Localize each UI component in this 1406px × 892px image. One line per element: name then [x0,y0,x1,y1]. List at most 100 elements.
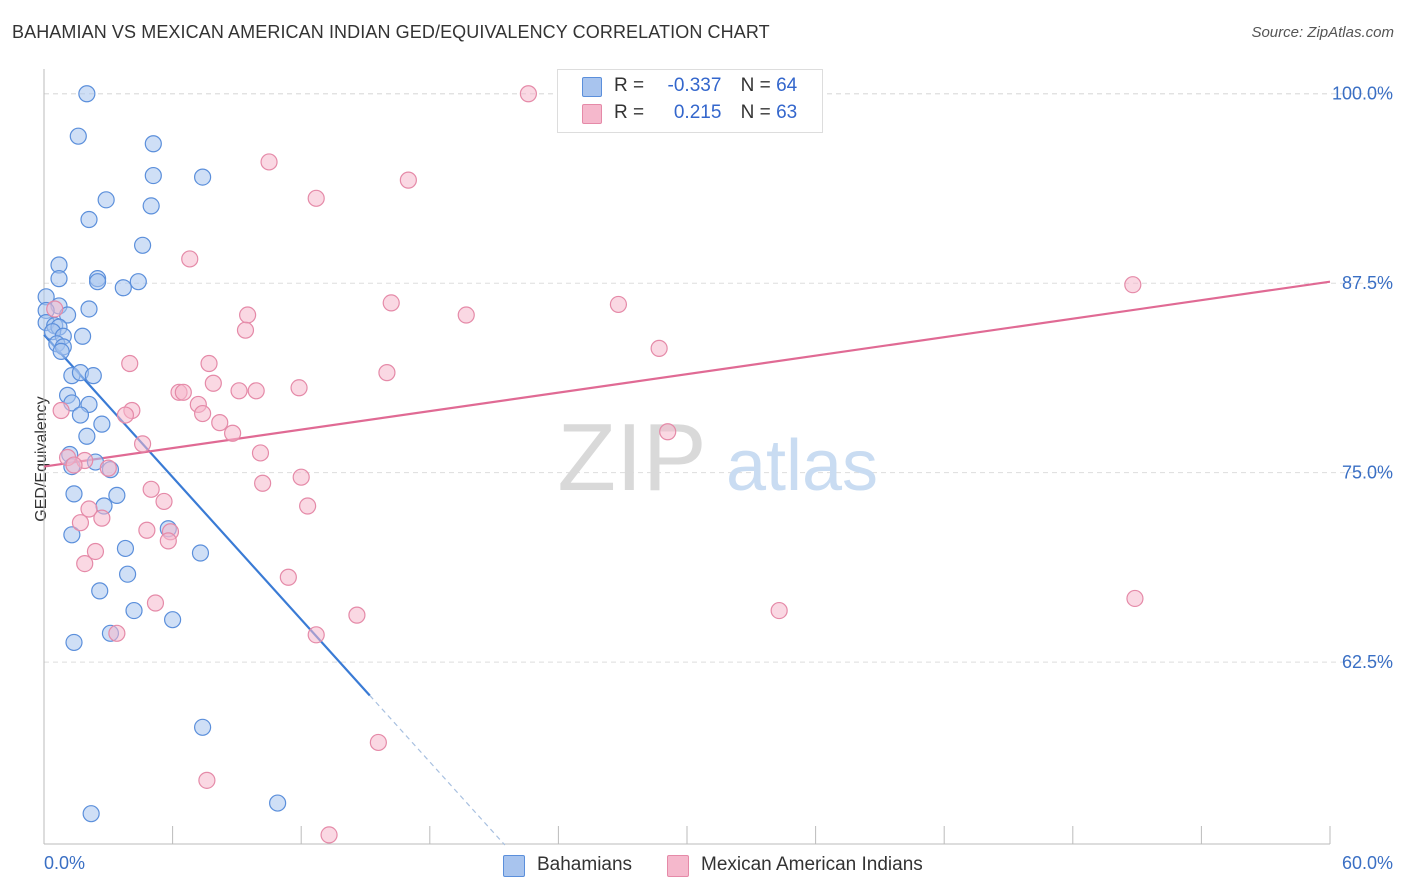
bahamians-point [50,270,68,288]
legend-swatch-pink [582,104,602,124]
watermark: ZIP atlas [557,404,878,511]
y-tick-label: 62.5% [1342,652,1393,672]
y-tick-label: 100.0% [1332,84,1393,104]
bahamians-point [142,197,160,215]
mexican-american-indians-point [609,295,628,314]
watermark-zip: ZIP [557,404,706,511]
mexican-american-indians-point [236,321,255,339]
mexican-american-indians-point [198,771,216,789]
mexican-american-indians-point [399,171,417,189]
mexican-american-indians-point [181,250,199,268]
bahamians-point [116,539,135,558]
mexican-american-indians-label: Mexican American Indians [701,854,923,875]
mexican-american-indians-point [93,509,111,527]
mexican-american-indians-point [133,435,152,453]
bahamians-label: Bahamians [537,854,633,875]
bahamians-point [129,273,147,291]
mexican-american-indians-point [65,456,83,474]
bahamians-point [108,486,126,504]
mexican-american-indians-point [71,514,90,532]
bahamians-point [69,127,87,145]
legend-r-value: -0.337 [667,75,722,96]
series-legend: Bahamians Mexican American Indians [0,852,1406,878]
legend-r-label: R = [614,75,645,96]
legend-swatch-blue [582,77,602,97]
bahamians-point [65,633,83,652]
mexican-american-indians-point [369,733,387,752]
bahamians-point [88,273,107,291]
bahamians-swatch [503,855,525,877]
bahamians-point [114,279,132,297]
bahamians-point [80,300,98,318]
mexican-american-indians-swatch [667,855,689,877]
bahamians-trend-extension [369,695,506,846]
mexican-american-indians-point [159,532,177,550]
mexican-american-indians-point [290,379,308,397]
bahamians-point [144,135,162,153]
mexican-american-indians-point [251,444,270,462]
mexican-american-indians-point [320,826,338,844]
axes [43,69,1331,845]
bahamians-point [71,406,90,424]
mexican-american-indians-point [254,474,272,492]
watermark-atlas: atlas [726,426,878,506]
bahamians-point [97,191,115,209]
grid-lines [44,93,1394,663]
bahamians-point [164,611,182,629]
legend-n-value: 63 [776,102,798,123]
legend-r-value: 0.215 [673,102,722,123]
mexican-american-indians-point [194,404,212,423]
mexican-american-indians-point [99,459,117,477]
mexican-american-indians-point [230,382,248,400]
mexican-american-indians-point [1126,589,1144,608]
mexican-american-indians-point [200,354,218,373]
mexican-american-indians-point [46,300,64,318]
data-points [37,85,1144,844]
bahamians-point [118,565,137,583]
x-tick-labels: 0.0% 60.0% [44,853,1393,873]
y-tick-label: 75.0% [1342,463,1393,483]
mexican-american-indians-point [307,189,325,207]
bahamians-point [80,210,98,229]
mexican-american-indians-point [86,542,105,561]
bahamians-point [191,544,210,562]
chart-title: BAHAMIAN VS MEXICAN AMERICAN INDIAN GED/… [12,22,770,42]
mexican-american-indians-point [174,383,192,401]
bahamians-point [84,367,102,385]
mexican-american-indians-point [457,306,475,324]
bahamians-point [78,427,96,445]
bahamians-point [93,415,111,433]
mexican-american-indians-point [299,497,317,515]
mexican-american-indians-point [382,294,400,312]
bahamians-point [194,168,212,186]
y-tick-label: 87.5% [1342,273,1393,293]
mexican-american-indians-point [138,521,156,539]
legend-n-label: N = [740,102,771,123]
mexican-american-indians-point [348,606,366,624]
mexican-american-indians-point [519,85,537,103]
bahamians-point [144,166,162,185]
mexican-american-indians-point [116,406,135,424]
bahamians-point [91,582,109,600]
mexican-american-indians-point [307,626,325,644]
mexican-american-indians-point [279,568,297,586]
legend-n-value: 64 [776,75,798,96]
mexican-american-indians-point [224,424,242,442]
mexican-american-indians-point [76,554,94,573]
mexican-american-indians-point [292,468,310,486]
mexican-american-indians-point [211,414,229,432]
mexican-american-indians-point [121,354,139,373]
mexican-american-indians-point [80,500,98,518]
bahamians-point [269,794,287,812]
bahamians-point [125,601,143,620]
bahamians-point [133,236,152,254]
bahamians-point [194,718,212,736]
x-tick-label-min: 0.0% [44,853,85,873]
mexican-american-indians-point [146,594,165,612]
trend-lines [43,280,1331,846]
mexican-american-indians-point [1124,276,1142,294]
mexican-american-indians-point [247,382,265,400]
bahamians-point [52,342,70,361]
mexican-american-indians-point [260,153,278,171]
